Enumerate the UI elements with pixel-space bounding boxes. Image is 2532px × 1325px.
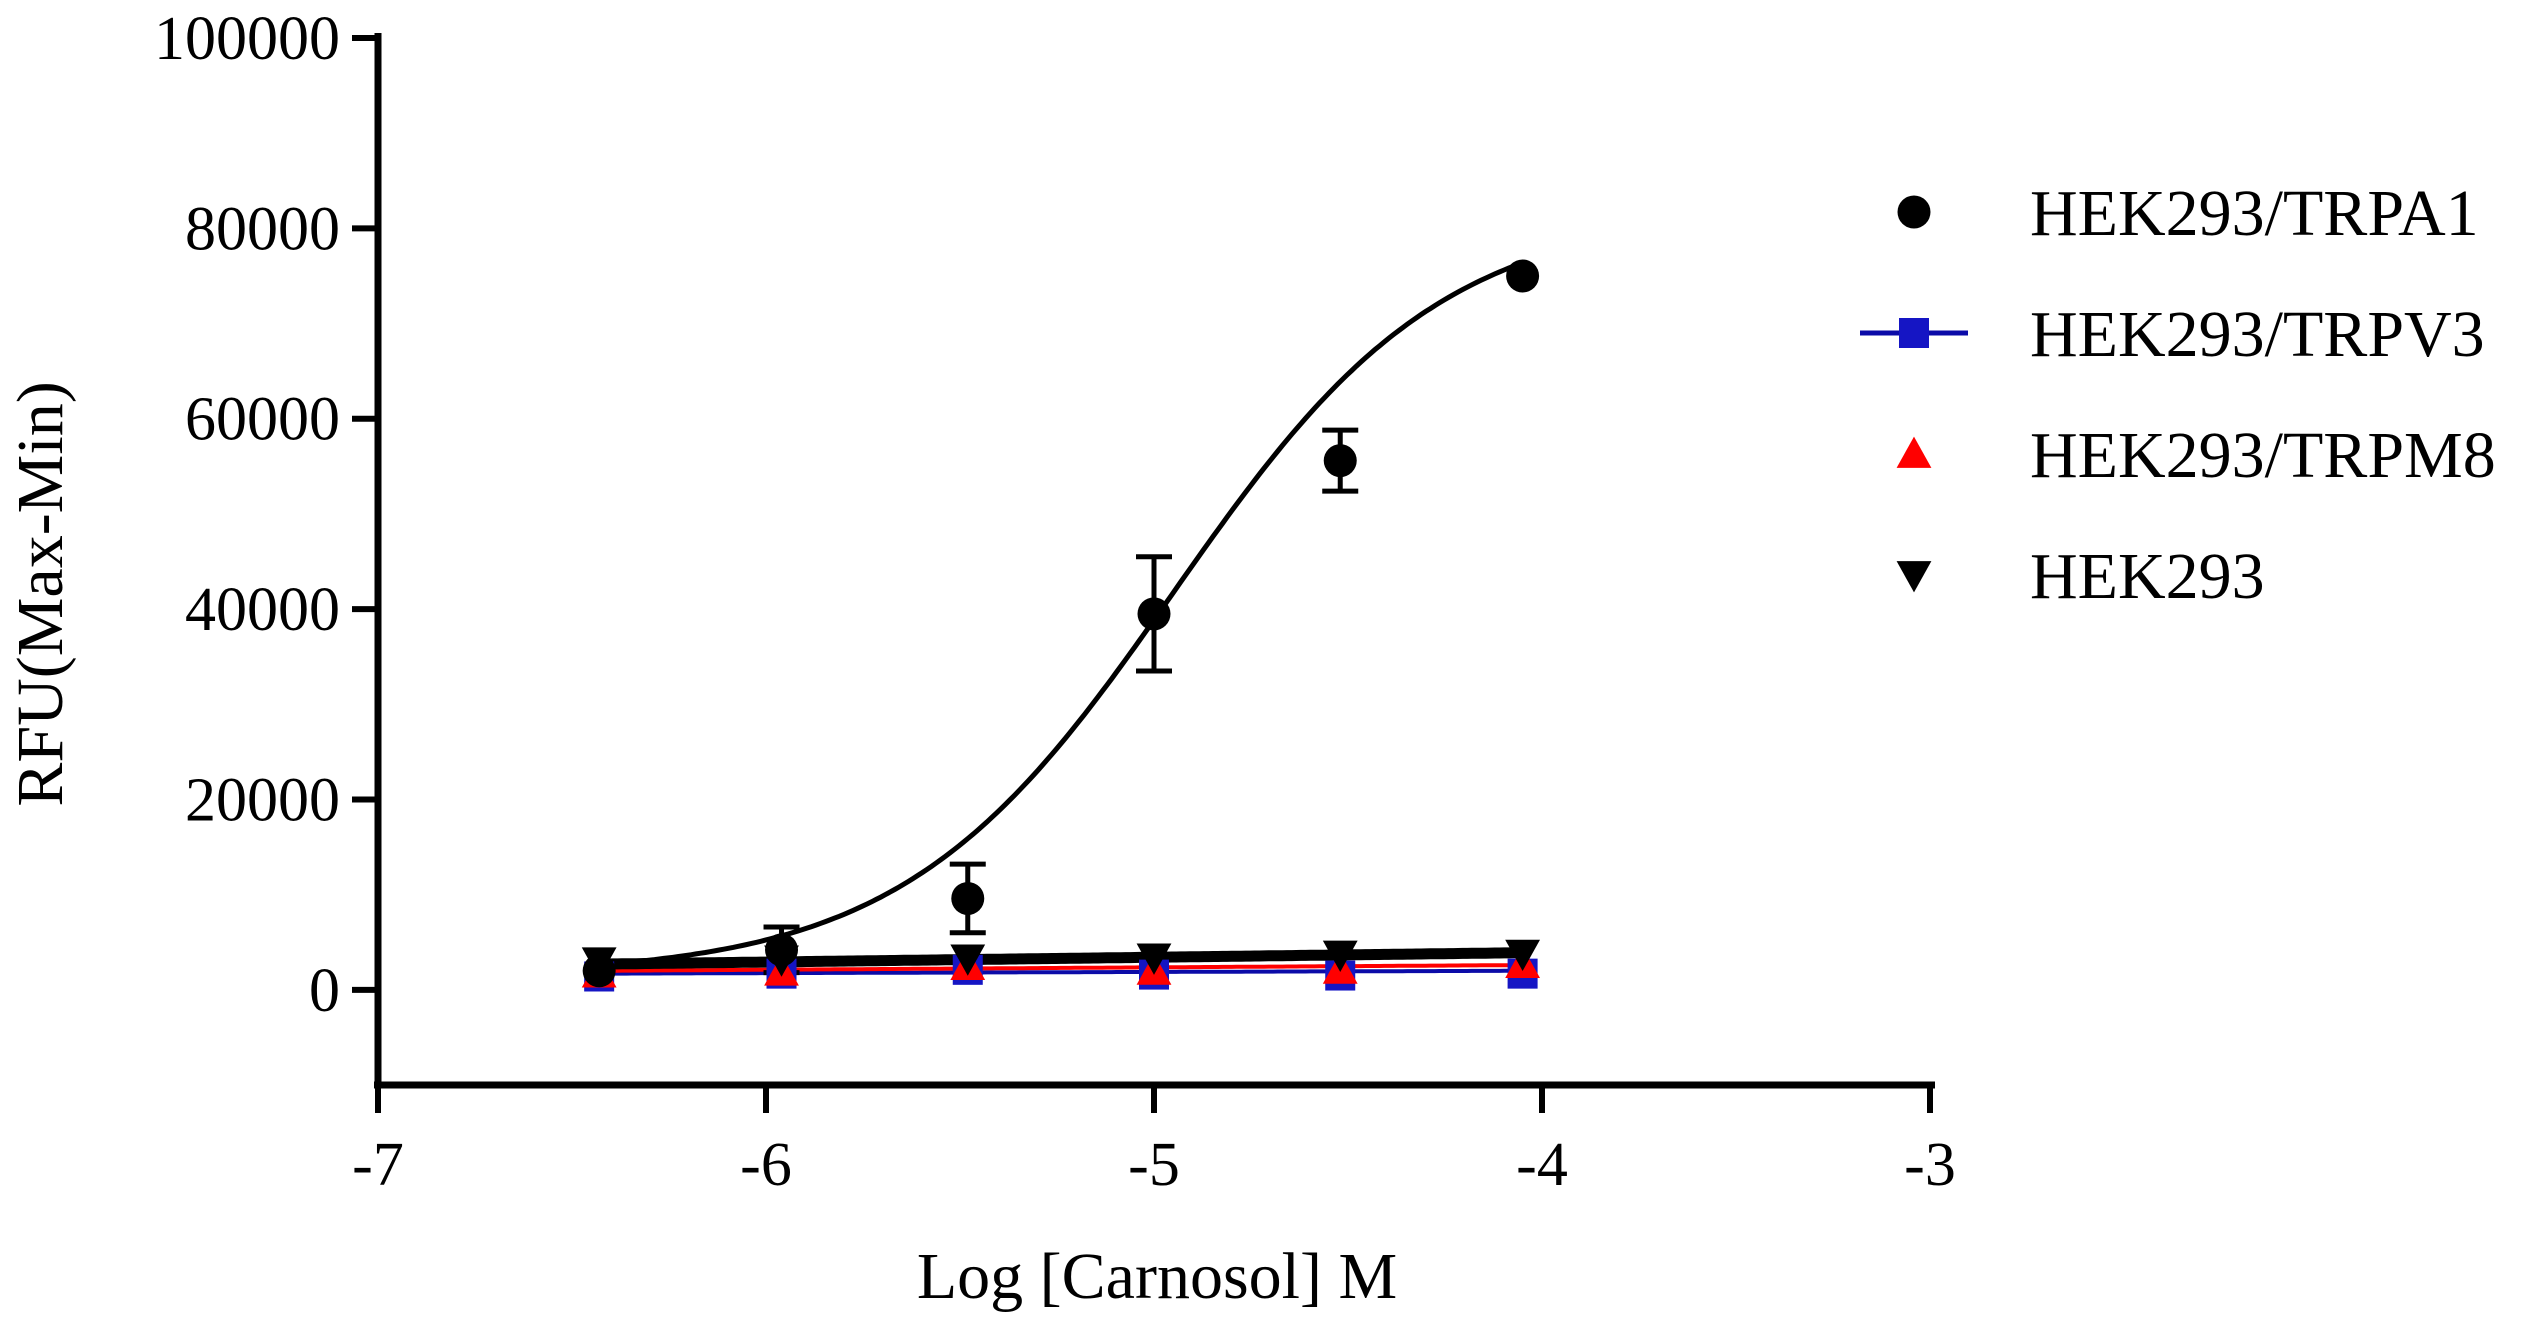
y-ticks: 0 20000 40000 60000 80000 100000	[154, 5, 378, 1025]
legend-marker-hek293-trpv3	[1899, 318, 1929, 348]
data-point-hek293	[1505, 939, 1540, 972]
x-tick-label: -7	[352, 1131, 404, 1199]
legend-marker-hek293	[1896, 561, 1932, 593]
legend-marker-hek293-trpa1	[1897, 195, 1931, 229]
fit-curves	[598, 260, 1524, 976]
data-point-hek293-trpa1	[951, 881, 985, 915]
y-tick-label: 20000	[185, 766, 340, 834]
data-point-hek293-trpa1	[1137, 597, 1171, 631]
y-tick-label: 60000	[185, 386, 340, 454]
legend: HEK293/TRPA1 HEK293/TRPV3 HEK293/TRPM8 HEK2…	[1860, 177, 2496, 613]
y-tick-label: 80000	[185, 195, 340, 263]
error-bars	[763, 427, 1359, 976]
x-tick-label: -6	[740, 1131, 792, 1199]
data-point-hek293	[1322, 940, 1358, 973]
legend-marker-hek293-trpm8	[1896, 436, 1932, 468]
data-point-hek293	[1136, 943, 1172, 975]
x-tick-label: -4	[1516, 1131, 1568, 1199]
data-point-hek293-trpa1	[582, 954, 616, 988]
fit-curve-hek293	[599, 947, 1523, 970]
fit-curve-hek293-trpm8	[599, 963, 1523, 973]
data-point-hek293-trpa1	[765, 933, 799, 967]
fit-curve-hek293-trpv3	[599, 968, 1523, 976]
y-axis-title: RFU(Max-Min)	[4, 381, 77, 806]
data-points	[581, 259, 1540, 992]
x-tick-label: -5	[1128, 1131, 1180, 1199]
data-point-hek293-trpa1	[1506, 259, 1540, 293]
legend-label-hek293-trpm8: HEK293/TRPM8	[2030, 419, 2496, 492]
data-point-hek293-trpa1	[1323, 444, 1357, 478]
data-point-hek293	[950, 944, 986, 976]
x-tick-label: -3	[1904, 1131, 1956, 1199]
fit-curve-hek293-trpa1	[598, 260, 1524, 968]
y-tick-label: 100000	[154, 5, 340, 73]
legend-label-hek293-trpv3: HEK293/TRPV3	[2030, 298, 2485, 371]
x-ticks: -7 -6 -5 -4 -3	[352, 1085, 1956, 1199]
y-tick-label: 0	[309, 957, 340, 1025]
legend-label-hek293-trpa1: HEK293/TRPA1	[2030, 177, 2479, 250]
legend-label-hek293: HEK293	[2030, 540, 2265, 613]
y-tick-label: 40000	[185, 576, 340, 644]
x-axis-title: Log [Carnosol] M	[917, 1240, 1397, 1313]
